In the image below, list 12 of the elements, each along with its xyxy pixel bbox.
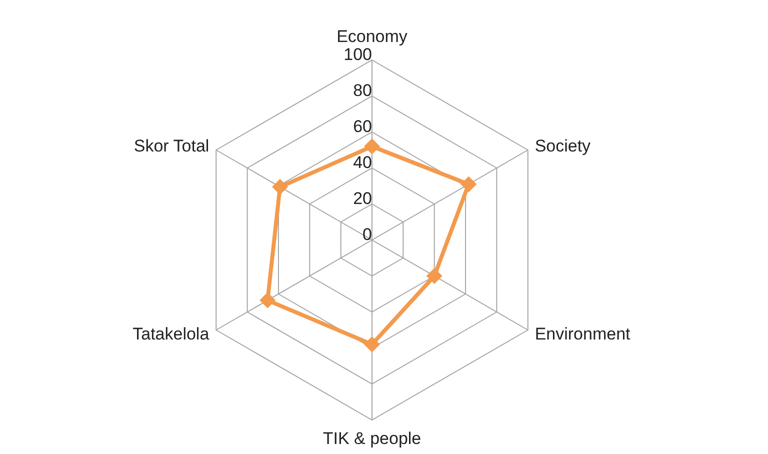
spoke-label: Society	[534, 136, 592, 156]
spoke-label: Environment	[534, 324, 631, 344]
y-tick-label: 100	[344, 45, 372, 64]
spoke-label: Skor Total	[134, 136, 210, 156]
y-tick-label: 40	[353, 153, 372, 172]
y-tick-label: 20	[353, 189, 372, 208]
y-tick-label: 0	[362, 225, 372, 244]
spoke-label: Economy	[336, 27, 408, 46]
y-tick-label: 60	[353, 117, 372, 136]
spoke-label: Tatakelola	[132, 324, 210, 344]
y-tick-label: 80	[353, 81, 372, 100]
spoke-label: TIK & people	[322, 429, 422, 448]
